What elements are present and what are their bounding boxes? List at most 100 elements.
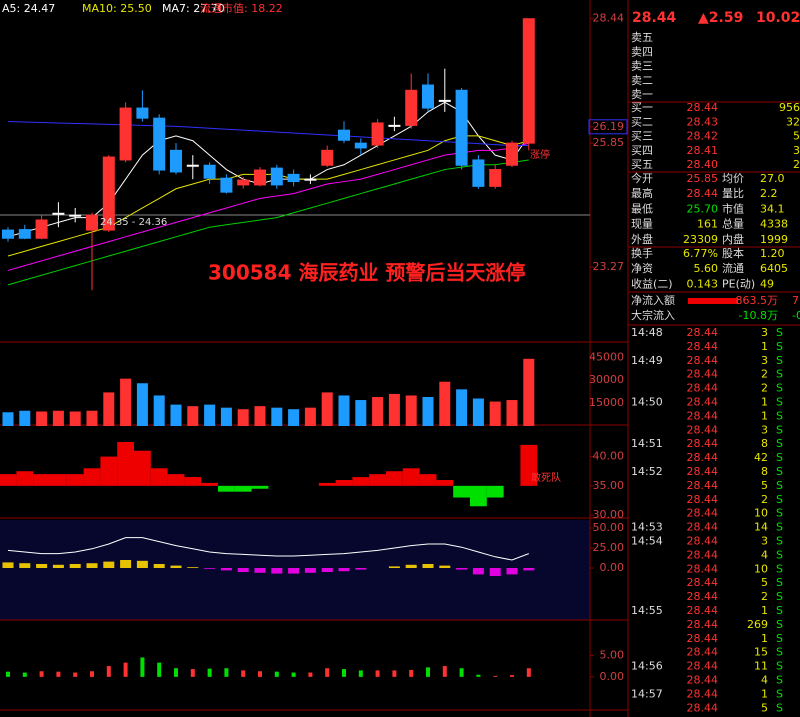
stat-value: 1.20 xyxy=(760,247,785,260)
tick-time: 14:51 xyxy=(631,437,663,450)
tick-time: 14:56 xyxy=(631,660,663,673)
flow-value: -0 xyxy=(792,309,800,322)
tick-price: 28.44 xyxy=(687,562,719,575)
y-tick-label: 15000 xyxy=(589,396,624,409)
area-bar xyxy=(419,474,437,486)
area-bar xyxy=(100,456,118,486)
y-tick-label: 23.27 xyxy=(593,260,625,273)
bid-volume: 2 xyxy=(793,158,800,171)
area-bar xyxy=(83,468,101,486)
tick-volume: 2 xyxy=(761,382,768,395)
volume-bar xyxy=(456,389,468,426)
osc-bar xyxy=(136,560,148,568)
candle-body xyxy=(455,89,468,166)
y-tick-label: 40.00 xyxy=(593,450,625,463)
volume-bar xyxy=(489,401,501,426)
tick-time: 14:53 xyxy=(631,521,663,534)
tick-volume: 10 xyxy=(754,562,768,575)
ask-label: 卖五 xyxy=(631,31,653,44)
osc-bar xyxy=(153,564,165,568)
price-box xyxy=(588,119,628,135)
candle-body xyxy=(270,167,283,186)
y-tick-label: 25.85 xyxy=(593,136,625,149)
volume-bar xyxy=(136,383,148,426)
tick-price: 28.44 xyxy=(687,437,719,450)
candle-body xyxy=(102,156,115,231)
tick-volume: 1 xyxy=(761,632,768,645)
signal-bar xyxy=(39,671,44,677)
tick-volume: 5 xyxy=(761,479,768,492)
volume-bar xyxy=(220,407,232,426)
signal-bar xyxy=(207,668,212,677)
tick-volume: 3 xyxy=(761,535,768,548)
y-tick-label: 26.19 xyxy=(593,120,625,133)
volume-bar xyxy=(506,400,518,426)
candle-body xyxy=(35,219,48,239)
signal-bar xyxy=(157,662,162,677)
stat-value: 6405 xyxy=(760,262,788,275)
bid-label: 买五 xyxy=(631,158,653,171)
signal-bar xyxy=(409,669,414,677)
stat-label: 今开 xyxy=(631,171,653,185)
ask-label: 卖三 xyxy=(631,60,653,73)
tick-price: 28.44 xyxy=(687,521,719,534)
signal-bar xyxy=(342,669,346,677)
tick-price: 28.44 xyxy=(687,618,719,631)
candle-body xyxy=(388,124,401,127)
last-price: 28.44 xyxy=(632,10,677,26)
tick-time: 14:50 xyxy=(631,396,663,409)
y-tick-label: 45000 xyxy=(589,350,624,363)
stat-value: 25.70 xyxy=(687,202,719,215)
stat-value: 27.0 xyxy=(760,172,785,185)
stat-label: 现量 xyxy=(631,218,653,231)
ask-label: 卖四 xyxy=(631,45,653,58)
bid-volume: 3 xyxy=(793,144,800,157)
annotation: 敢死队 xyxy=(531,471,561,484)
volume-bar xyxy=(52,410,64,426)
osc-bar xyxy=(52,564,64,568)
flow-value: -10.8万 xyxy=(739,309,778,322)
area-bar xyxy=(218,485,235,492)
tick-price: 28.44 xyxy=(687,479,719,492)
tick-price: 28.44 xyxy=(687,590,719,603)
volume-bar xyxy=(36,411,48,426)
signal-bar xyxy=(90,671,94,677)
area-bar xyxy=(0,474,17,486)
candle-body xyxy=(220,177,233,193)
tick-volume: 4 xyxy=(761,674,768,687)
tick-price: 28.44 xyxy=(687,674,719,687)
signal-bar xyxy=(526,668,531,677)
stat-value: 25.85 xyxy=(687,172,719,185)
tick-side: S xyxy=(776,368,783,381)
legend-entry: A5: 24.47 xyxy=(2,2,55,15)
tick-side: S xyxy=(776,451,783,464)
signal-bar xyxy=(190,669,195,677)
signal-bar xyxy=(56,671,61,677)
tick-side: S xyxy=(776,493,783,506)
area-bar xyxy=(33,474,50,486)
bid-volume: 32 xyxy=(786,115,800,128)
stat-label: 最低 xyxy=(631,202,653,215)
ma-line xyxy=(7,135,529,257)
stat-value: 28.44 xyxy=(687,187,719,200)
area-bar xyxy=(251,485,269,489)
tick-price: 28.44 xyxy=(687,396,719,409)
tick-side: S xyxy=(776,674,783,687)
tick-volume: 42 xyxy=(754,451,768,464)
tick-time: 14:49 xyxy=(631,354,663,367)
osc-bar xyxy=(288,568,300,574)
osc-bar xyxy=(422,564,434,568)
area-bar xyxy=(386,471,403,486)
stat-label: 流通 xyxy=(722,261,744,275)
osc-bar xyxy=(439,565,451,568)
tick-price: 28.44 xyxy=(687,507,719,520)
flow-label: 大宗流入 xyxy=(631,308,675,322)
candle-body xyxy=(371,122,384,146)
area-bar xyxy=(318,482,336,486)
tick-price: 28.44 xyxy=(687,576,719,589)
candle-body xyxy=(52,212,65,215)
osc-bar xyxy=(304,568,316,573)
bid-label: 买二 xyxy=(631,115,653,128)
volume-bar xyxy=(170,404,182,426)
area-bar xyxy=(134,450,151,486)
